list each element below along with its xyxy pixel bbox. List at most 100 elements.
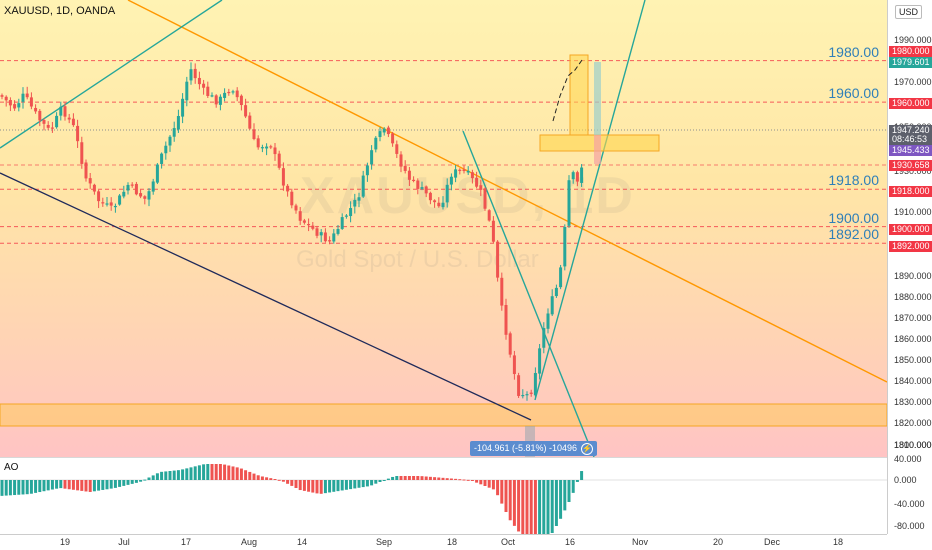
support-zone	[0, 403, 887, 427]
ao-bar	[483, 480, 487, 486]
candle	[67, 117, 71, 120]
ao-bar	[340, 480, 344, 491]
candle	[235, 90, 239, 98]
ao-bar	[34, 480, 38, 493]
candle	[281, 168, 285, 186]
ao-bar	[437, 477, 441, 480]
candle	[176, 116, 180, 130]
ao-bar	[8, 480, 12, 496]
candle	[8, 100, 12, 106]
candle	[323, 232, 327, 242]
ao-bar	[286, 480, 290, 484]
candle	[42, 120, 46, 124]
ao-bar	[185, 468, 189, 480]
time-tick: 18	[832, 537, 844, 547]
ao-title[interactable]: AO	[4, 462, 19, 473]
level-label: 1918.00	[828, 172, 879, 189]
candle	[50, 127, 54, 129]
candle	[533, 372, 537, 396]
ao-bar	[395, 476, 399, 480]
ao-bar	[29, 480, 33, 494]
ao-bar	[88, 480, 92, 492]
price-tag: 1892.000	[889, 241, 932, 252]
candle	[357, 197, 361, 201]
ao-bar	[428, 476, 432, 480]
ao-pane[interactable]: AO	[0, 458, 887, 534]
candle	[290, 191, 294, 206]
ao-bar	[508, 480, 512, 521]
candle	[294, 205, 298, 211]
ao-bar	[13, 480, 17, 496]
ao-bar	[143, 479, 147, 481]
candle	[46, 124, 50, 128]
ao-bar	[164, 471, 168, 480]
candle	[202, 83, 206, 88]
ao-bar	[365, 480, 369, 487]
ao-bar	[231, 466, 235, 480]
ao-bar	[235, 467, 239, 480]
ao-bar	[21, 480, 25, 495]
ao-histogram	[0, 464, 887, 534]
candle	[496, 241, 500, 278]
candle	[206, 86, 210, 96]
candle	[55, 115, 59, 128]
candle	[269, 146, 273, 148]
symbol-legend[interactable]: XAUUSD, 1D, OANDA	[4, 5, 116, 17]
candle	[151, 181, 155, 192]
candle	[126, 184, 130, 191]
price-chart-canvas[interactable]	[0, 0, 887, 457]
price-tag: 1979.601	[889, 57, 932, 68]
time-tick: Aug	[240, 537, 258, 547]
candle	[172, 128, 176, 137]
candle	[260, 147, 264, 149]
pane-separator[interactable]	[0, 457, 887, 458]
candle	[101, 202, 105, 204]
measure-tool-label[interactable]: -104.961 (-5.81%) -10496 ⚡	[470, 441, 598, 456]
candle	[449, 176, 453, 185]
ao-bar	[563, 480, 567, 511]
candle	[273, 147, 277, 155]
price-axis[interactable]: USD 1990.0001970.0001950.0001940.0001930…	[887, 0, 932, 534]
candle	[21, 93, 25, 102]
candle	[559, 267, 563, 288]
ao-bar	[580, 471, 584, 480]
candle	[80, 142, 84, 164]
candle	[538, 348, 542, 374]
candle	[29, 97, 33, 107]
price-pane[interactable]: XAUUSD, 1D Gold Spot / U.S. Dollar XAUUS…	[0, 0, 887, 457]
ao-bar	[97, 480, 101, 491]
ao-bar	[391, 476, 395, 480]
ao-bar	[126, 480, 130, 485]
currency-label[interactable]: USD	[895, 5, 923, 19]
ao-bar	[46, 480, 50, 491]
ao-bar	[449, 478, 453, 480]
time-tick: 18	[446, 537, 458, 547]
ao-bar	[479, 480, 483, 485]
time-tick: 19	[59, 537, 71, 547]
time-tick: Nov	[631, 537, 649, 547]
price-tick: 1850.000	[894, 355, 932, 365]
green-trendline	[0, 0, 223, 149]
ao-bar	[517, 480, 521, 532]
ao-bar	[181, 469, 185, 480]
projection-path	[552, 59, 583, 122]
ao-bar	[176, 470, 180, 480]
ao-bar	[491, 480, 495, 490]
candle	[189, 69, 193, 81]
projection-bar	[594, 135, 601, 164]
time-axis[interactable]: 19 Jul 17 Aug 14 Sep 18 Oct 16 Nov 20 Dec 18	[0, 534, 887, 550]
candle	[525, 394, 529, 396]
price-tick: 1800.000	[894, 440, 932, 450]
orange-trendline	[127, 0, 887, 383]
ao-tick: -80.000	[894, 521, 925, 531]
candle	[420, 187, 424, 189]
target-box	[569, 54, 589, 136]
ao-bar	[197, 465, 201, 480]
time-tick: 17	[180, 537, 192, 547]
candle	[445, 184, 449, 203]
ao-bar	[273, 479, 277, 480]
time-tick: 14	[296, 537, 308, 547]
ao-bar	[538, 480, 542, 534]
candle	[458, 169, 462, 171]
candle	[374, 137, 378, 150]
